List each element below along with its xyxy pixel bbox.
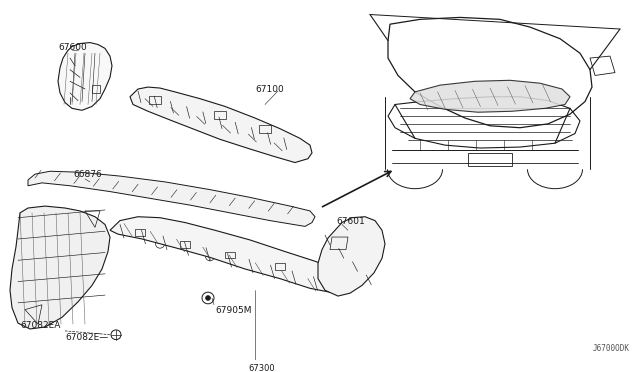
Text: 67082E—: 67082E— <box>65 333 108 342</box>
Text: 67300: 67300 <box>248 364 275 372</box>
Text: 67600: 67600 <box>58 42 87 52</box>
Polygon shape <box>10 206 110 329</box>
Text: 66876: 66876 <box>73 170 102 179</box>
Text: 67601: 67601 <box>336 217 365 226</box>
Text: J6700ODK: J6700ODK <box>593 344 630 353</box>
Text: 67082EA: 67082EA <box>20 321 60 330</box>
Polygon shape <box>130 87 312 163</box>
Text: 67905M: 67905M <box>215 306 252 315</box>
Polygon shape <box>28 171 315 227</box>
Text: 67100: 67100 <box>255 85 284 94</box>
Circle shape <box>205 296 211 301</box>
Polygon shape <box>110 217 342 292</box>
Polygon shape <box>58 42 112 110</box>
Polygon shape <box>410 80 570 112</box>
Polygon shape <box>318 217 385 296</box>
